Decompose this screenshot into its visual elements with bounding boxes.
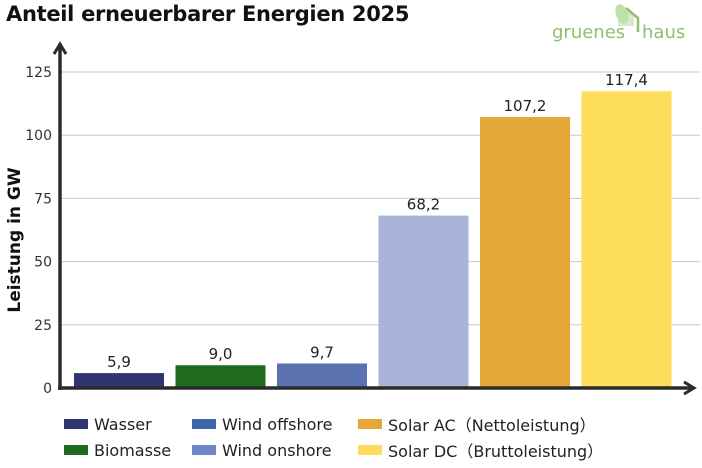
y-axis-label: Leistung in GW: [5, 167, 25, 313]
legend: Wasser Biomasse Wind offshore Wind onshore S…: [60, 410, 700, 466]
data-label: 68,2: [407, 196, 440, 214]
data-label: 9,0: [209, 345, 233, 363]
legend-item: Biomasse: [64, 438, 171, 462]
legend-label: Wasser: [94, 414, 152, 434]
legend-label: Wind offshore: [222, 414, 333, 434]
chart-title: Anteil erneuerbarer Energien 2025: [6, 2, 410, 26]
x-axis-arrow: [683, 380, 697, 396]
legend-swatch: [64, 445, 88, 455]
legend-item: Solar DC（Bruttoleistung）: [358, 438, 603, 462]
data-label: 5,9: [107, 353, 131, 371]
legend-label: Biomasse: [94, 440, 172, 460]
legend-label: Solar AC（Nettoleistung）: [388, 416, 596, 435]
legend-label: Wind onshore: [222, 440, 332, 460]
legend-label: Solar DC（Bruttoleistung）: [388, 442, 604, 461]
y-tick-label: 125: [25, 65, 52, 81]
logo-word-1: gruenes: [552, 22, 626, 43]
bar: [74, 373, 164, 388]
logo-word-2: haus: [642, 22, 686, 43]
legend-swatch: [358, 419, 382, 429]
y-tick-label: 100: [25, 128, 52, 144]
data-label: 117,4: [605, 71, 648, 89]
y-axis-arrow: [52, 41, 68, 55]
y-tick-label: 0: [43, 381, 52, 397]
bar: [378, 215, 469, 388]
legend-item: Solar AC（Nettoleistung）: [358, 412, 596, 436]
y-tick-label: 25: [34, 318, 52, 334]
house-leaf-icon: [615, 4, 640, 32]
y-tick-label: 50: [34, 255, 52, 271]
legend-item: Wind onshore: [192, 438, 332, 462]
bar: [480, 116, 570, 388]
legend-item: Wasser: [64, 412, 152, 436]
bar: [277, 363, 367, 388]
legend-item: Wind offshore: [192, 412, 332, 436]
bar: [175, 365, 266, 388]
legend-swatch: [358, 445, 382, 455]
bar-chart: 0 25 50 75 100 125 5,9 9,0 9,7 68,2 107,2 117,4 Leis…: [5, 41, 700, 397]
legend-swatch: [192, 419, 216, 429]
logo: gruenes haus: [552, 2, 700, 46]
legend-swatch: [64, 419, 88, 429]
legend-swatch: [192, 445, 216, 455]
bar: [581, 91, 672, 388]
data-label: 107,2: [504, 97, 547, 115]
data-label: 9,7: [310, 343, 334, 361]
y-tick-label: 75: [34, 191, 52, 207]
